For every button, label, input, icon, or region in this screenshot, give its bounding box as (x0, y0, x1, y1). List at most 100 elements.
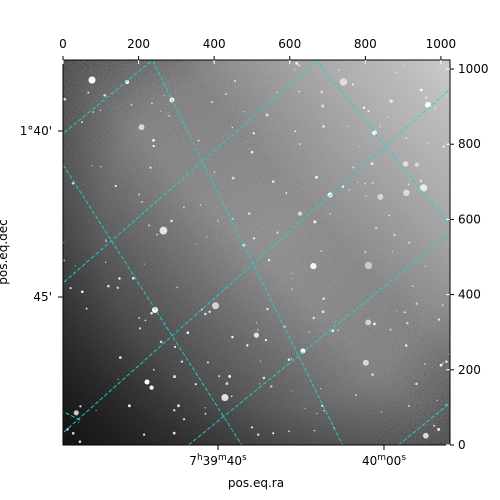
coordinate-grid (63, 60, 450, 445)
star (252, 132, 255, 135)
star (293, 69, 296, 71)
star (347, 125, 349, 127)
grid-line (187, 232, 450, 445)
star (167, 111, 169, 114)
star (173, 409, 176, 412)
ra-tick-unit: m (218, 453, 227, 463)
star (405, 136, 408, 139)
star (152, 368, 155, 371)
top-tick-label: 200 (127, 37, 150, 51)
star (255, 322, 258, 324)
star (422, 432, 429, 439)
bright-star (300, 348, 306, 354)
star (389, 328, 392, 331)
star (210, 101, 213, 103)
star (92, 111, 94, 113)
star (365, 195, 367, 197)
star (310, 262, 317, 270)
ra-tick-label: 40m00s (362, 453, 406, 468)
star (445, 360, 448, 363)
star (177, 404, 180, 408)
ra-tick-value: 00 (386, 454, 401, 468)
star (213, 171, 216, 173)
star (180, 360, 184, 363)
star (427, 142, 430, 145)
star (387, 116, 389, 118)
star (79, 405, 82, 408)
star (114, 184, 117, 187)
star (364, 182, 367, 185)
star (78, 440, 82, 444)
star (116, 286, 120, 290)
star (304, 408, 306, 410)
star (439, 363, 443, 367)
star (445, 404, 447, 406)
star (329, 213, 332, 215)
star (442, 145, 445, 148)
ra-tick-main: 40 (362, 454, 377, 468)
star (159, 110, 162, 112)
star (323, 409, 325, 412)
star (348, 189, 350, 191)
star (415, 302, 418, 305)
star (228, 374, 232, 378)
star (337, 329, 339, 332)
star (408, 241, 411, 244)
grid-line (63, 88, 450, 434)
star (265, 113, 269, 117)
star (389, 99, 393, 103)
star (105, 239, 107, 241)
star (150, 311, 153, 315)
star (442, 362, 444, 365)
star (138, 193, 140, 196)
star (131, 276, 135, 280)
star (250, 426, 253, 429)
star (243, 110, 245, 113)
star (402, 161, 409, 167)
star (95, 409, 97, 412)
star (258, 383, 261, 385)
ra-tick-unit: s (401, 453, 406, 463)
star (232, 218, 234, 220)
star (63, 259, 65, 262)
bright-star (125, 80, 129, 84)
star (370, 162, 374, 166)
star (170, 219, 173, 223)
star (285, 192, 288, 195)
star (357, 181, 359, 183)
star (182, 418, 186, 421)
star (320, 249, 323, 252)
star (85, 307, 88, 310)
ra-tick-unit: m (377, 453, 386, 463)
star (295, 61, 299, 65)
star (138, 327, 142, 330)
top-tick-label: 400 (203, 37, 226, 51)
ra-tick-unit: h (197, 453, 203, 463)
star (290, 288, 293, 291)
star (63, 242, 65, 244)
right-tick-label: 800 (458, 137, 481, 151)
star (248, 148, 250, 150)
star (367, 110, 370, 113)
grid-line (63, 60, 320, 284)
star (143, 263, 145, 265)
ra-tick-value: 40 (227, 454, 242, 468)
star (272, 432, 275, 435)
star (379, 125, 382, 128)
star (322, 125, 325, 128)
star (173, 375, 176, 379)
star (441, 304, 444, 307)
star (437, 318, 441, 321)
grid-line (63, 163, 243, 445)
star (231, 126, 233, 129)
star (195, 243, 198, 245)
star (297, 64, 301, 67)
star (206, 236, 208, 238)
star (204, 312, 207, 316)
star (194, 383, 197, 386)
star (335, 320, 337, 323)
right-tick-label: 1000 (458, 62, 489, 76)
star (407, 404, 410, 407)
star (74, 265, 77, 267)
